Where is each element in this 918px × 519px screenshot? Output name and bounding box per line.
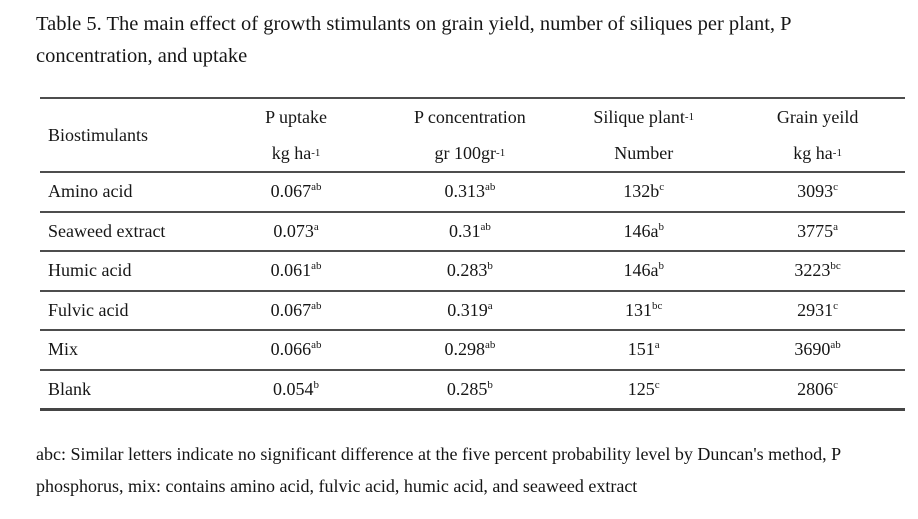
value-cell: 0.067ab [209, 290, 383, 331]
table-row: Seaweed extract 0.073a 0.31ab 146ab 3775a [40, 211, 905, 252]
value-cell: 0.073a [209, 211, 383, 252]
table-row: Amino acid 0.067ab 0.313ab 132bc 3093c [40, 172, 905, 213]
row-label: Humic acid [40, 251, 210, 292]
column-header-p-uptake: P uptake kg ha -1 [209, 98, 383, 173]
table-footnote: abc: Similar letters indicate no signifi… [36, 444, 841, 496]
value-cell: 125c [557, 369, 731, 411]
row-label: Seaweed extract [40, 211, 210, 252]
value-cell: 146ab [557, 251, 731, 292]
value-cell: 0.283b [382, 251, 558, 292]
value-cell: 2931c [730, 290, 905, 331]
results-table: Biostimulants P uptake kg ha -1 P concentrat… [40, 97, 905, 411]
value-cell: 0.313ab [382, 172, 558, 213]
table-row: Blank 0.054b 0.285b 125c 2806c [40, 369, 905, 411]
value-cell: 0.298ab [382, 330, 558, 371]
row-label: Fulvic acid [40, 290, 210, 331]
column-header-silique-plant: Silique plant -1 Number [557, 98, 731, 173]
table-header-row: Biostimulants P uptake kg ha -1 P concentrat… [40, 98, 905, 173]
value-cell: 0.067ab [209, 172, 383, 213]
value-cell: 0.061ab [209, 251, 383, 292]
table-row: Mix 0.066ab 0.298ab 151a 3690ab [40, 330, 905, 371]
row-label: Amino acid [40, 172, 210, 213]
value-cell: 2806c [730, 369, 905, 411]
table-row: Fulvic acid 0.067ab 0.319a 131bc 2931c [40, 290, 905, 331]
column-header-grain-yeild: Grain yeild kg ha -1 [730, 98, 905, 173]
value-cell: 0.285b [382, 369, 558, 411]
value-cell: 3690ab [730, 330, 905, 371]
value-cell: 0.054b [209, 369, 383, 411]
column-header-biostimulants: Biostimulants [40, 98, 210, 173]
row-label: Blank [40, 369, 210, 411]
value-cell: 146ab [557, 211, 731, 252]
value-cell: 0.319a [382, 290, 558, 331]
column-header-p-concentration: P concentration gr 100gr -1 [382, 98, 558, 173]
value-cell: 131bc [557, 290, 731, 331]
value-cell: 0.31ab [382, 211, 558, 252]
value-cell: 0.066ab [209, 330, 383, 371]
value-cell: 151a [557, 330, 731, 371]
table-row: Humic acid 0.061ab 0.283b 146ab 3223bc [40, 251, 905, 292]
value-cell: 3223bc [730, 251, 905, 292]
value-cell: 3093c [730, 172, 905, 213]
value-cell: 3775a [730, 211, 905, 252]
row-label: Mix [40, 330, 210, 371]
table-caption: Table 5. The main effect of growth stimu… [36, 13, 791, 67]
value-cell: 132bc [557, 172, 731, 213]
